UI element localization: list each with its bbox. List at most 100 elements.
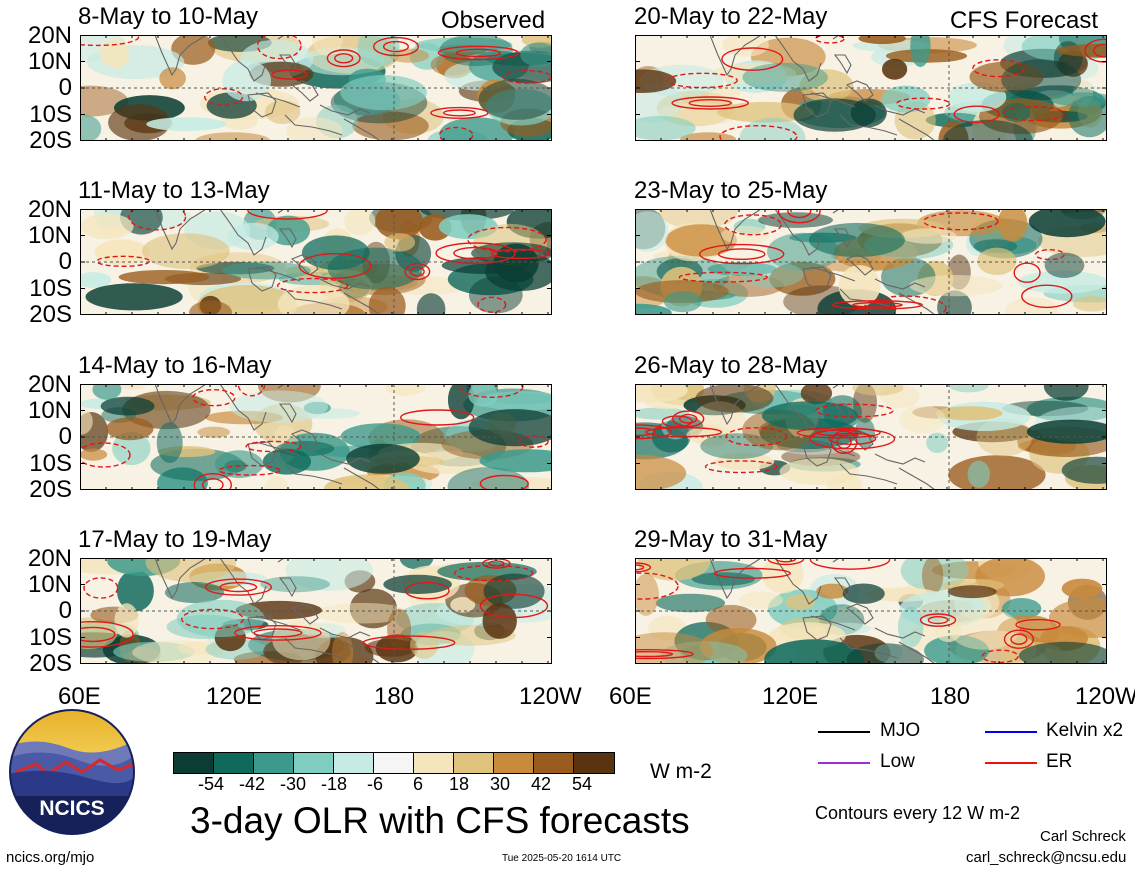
olr-anomaly-shading [635,384,1107,490]
colorbar-tick: -42 [239,774,266,794]
lat-label: 10S [29,450,72,477]
coastlines [709,558,936,664]
er-contours [80,558,549,650]
coastlines [154,558,381,664]
author: Carl Schreck [1040,828,1126,845]
colorbar-box [494,753,534,773]
olr-anomaly-shading [80,209,552,315]
lat-label: 20S [29,127,72,154]
frame-ticks [80,209,552,315]
colorbar-tick: 42 [531,774,552,794]
colorbar-box [454,753,494,773]
frame-ticks [635,35,1107,141]
lat-label: 0 [58,423,72,450]
frame-ticks [635,384,1107,490]
lon-label: 120W [1075,683,1135,710]
lat-label: 10N [27,222,72,249]
legend-swatch-er [985,762,1037,764]
lon-label: 60E [609,683,652,710]
lon-label: 120E [206,683,263,710]
olr-anomaly-shading [635,35,1107,141]
colorbar-box [334,753,374,773]
logo-text: NCICS [39,797,104,820]
lat-label: 0 [58,74,72,101]
main-title: 3-day OLR with CFS forecasts [190,800,690,841]
olr-map [635,384,1107,490]
lon-label: 180 [930,683,971,710]
lat-label: 10S [29,624,72,651]
lat-label: 20S [29,476,72,503]
site-url: ncics.org/mjo [6,849,95,866]
frame-ticks [635,558,1107,664]
olr-map [80,209,552,315]
panel-title: 20-May to 22-May [634,3,828,30]
panel-title: 14-May to 16-May [78,352,272,379]
olr-map [80,558,552,664]
ncics-logo: NCICS [9,709,135,835]
units-label: W m-2 [650,760,712,783]
colorbar [173,752,615,774]
frame-ticks [80,35,552,141]
colorbar-tick: -6 [367,774,384,794]
legend-label-kelvin: Kelvin x2 [1046,720,1124,741]
lat-label: 20S [29,650,72,677]
frame-ticks [80,384,552,490]
frame-ticks [635,209,1107,315]
lat-label: 10N [27,571,72,598]
lat-label: 10S [29,275,72,302]
colorbar-box [214,753,254,773]
coastlines [709,35,936,141]
olr-anomaly-shading [635,209,1107,315]
coastlines [154,384,381,490]
lat-label: 10N [27,397,72,424]
legend-label-mjo: MJO [880,720,921,741]
colorbar-tick: 18 [449,774,470,794]
colorbar-box [574,753,614,773]
lat-label: 20N [27,196,72,223]
observed-label: Observed [441,7,546,34]
colorbar-box [374,753,414,773]
colorbar-tick: 54 [572,774,593,794]
lon-label: 120W [519,683,582,710]
panel-title: 17-May to 19-May [78,526,272,553]
legend-label-low: Low [880,751,915,772]
colorbar-tick: 6 [413,774,424,794]
colorbar-tick: 30 [490,774,511,794]
lat-label: 0 [58,597,72,624]
olr-map [80,35,552,141]
lon-label: 60E [58,683,101,710]
lon-label: 180 [374,683,415,710]
panel-title: 26-May to 28-May [634,352,828,379]
er-contours [80,384,549,490]
panel-title: 29-May to 31-May [634,526,828,553]
colorbar-box [294,753,334,773]
colorbar-tick: -18 [321,774,348,794]
er-contours [635,558,1061,664]
colorbar-box [174,753,214,773]
timestamp: Tue 2025-05-20 1614 UTC [502,853,622,864]
colorbar-tick: -30 [280,774,307,794]
colorbar-box [414,753,454,773]
panel-title: 8-May to 10-May [78,3,259,30]
author-email: carl_schreck@ncsu.edu [966,849,1127,866]
frame-ticks [80,558,552,664]
lat-label: 10S [29,101,72,128]
colorbar-tick: -54 [198,774,225,794]
cfs-forecast-label: CFS Forecast [950,7,1099,34]
olr-anomaly-shading [80,384,552,490]
legend-swatch-low [818,762,870,764]
colorbar-box [534,753,574,773]
contour-note: Contours every 12 W m-2 [815,803,1021,823]
olr-anomaly-shading [635,558,1107,664]
lat-label: 10N [27,48,72,75]
panel-title: 23-May to 25-May [634,177,828,204]
legend-swatch-mjo [818,731,870,733]
olr-map [80,384,552,490]
lon-label: 120E [762,683,819,710]
olr-map [635,558,1107,664]
coastlines [154,209,381,315]
lat-label: 20N [27,371,72,398]
lat-label: 20S [29,301,72,328]
colorbar-box [254,753,294,773]
legend-swatch-kelvin [985,731,1037,733]
